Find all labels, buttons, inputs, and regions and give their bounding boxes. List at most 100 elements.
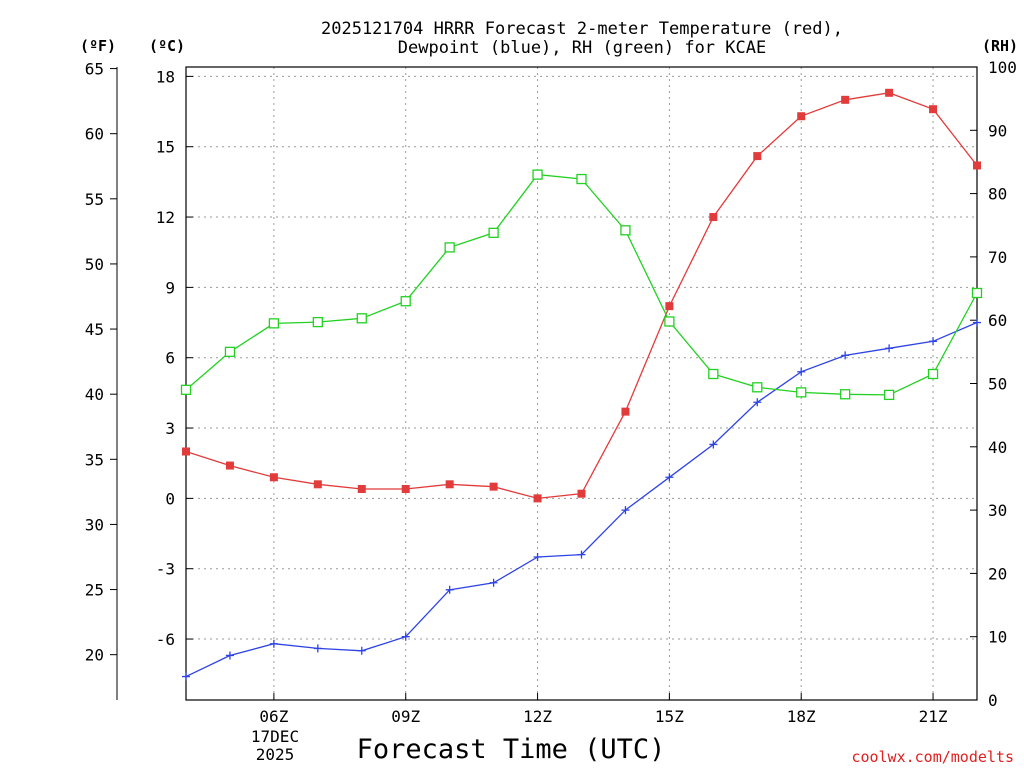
- rh-point: [576, 173, 587, 185]
- 2-meter-temperature-point: [841, 95, 850, 104]
- rh-tick-label: 30: [988, 501, 1007, 520]
- rh-point: [180, 384, 192, 395]
- rh-point: [356, 313, 367, 324]
- x-tick-label: 12Z: [523, 707, 552, 726]
- rh-tick-label: 40: [988, 438, 1007, 457]
- 2-meter-temperature-point: [269, 473, 278, 482]
- data-series: [180, 88, 983, 681]
- 2-meter-temperature-point: [225, 461, 234, 470]
- 2-meter-temperature-point: [885, 88, 894, 97]
- 2-meter-temperature-point: [401, 485, 410, 493]
- celsius-unit-label: (ºC): [149, 37, 185, 55]
- dewpoint-point: [357, 646, 366, 655]
- 2-meter-temperature-point: [709, 213, 718, 222]
- date-label-day: 17DEC: [251, 727, 299, 746]
- rh-point: [224, 346, 236, 358]
- 2-meter-temperature-point: [313, 480, 322, 489]
- celsius-tick-label: 9: [165, 278, 175, 297]
- 2-meter-temperature-point: [797, 112, 806, 121]
- celsius-tick-label: -3: [156, 560, 175, 579]
- 2-meter-temperature-point: [929, 105, 938, 114]
- dewpoint-point: [313, 644, 322, 653]
- 2-meter-temperature-line: [185, 92, 978, 500]
- dewpoint-point: [841, 351, 850, 360]
- x-tick-label: 09Z: [391, 707, 420, 726]
- grid-lines: [186, 67, 977, 700]
- rh-point: [620, 225, 631, 236]
- dewpoint-point: [577, 550, 586, 559]
- fahrenheit-unit-label: (ºF): [80, 37, 116, 55]
- 2-meter-temperature-point: [357, 485, 366, 493]
- rh-point: [752, 382, 763, 393]
- x-tick-label: 21Z: [919, 707, 948, 726]
- rh-point: [883, 389, 895, 401]
- rh-point: [268, 318, 280, 329]
- date-label-year: 2025: [256, 745, 295, 764]
- 2-meter-temperature-point: [489, 482, 498, 491]
- rh-tick-label: 20: [988, 564, 1007, 583]
- celsius-tick-label: -6: [156, 630, 175, 649]
- dewpoint-point: [182, 672, 190, 681]
- celsius-tick-label: 12: [156, 208, 175, 227]
- fahrenheit-tick-label: 60: [85, 125, 104, 144]
- axis-ticks: -6 -3 0 3 6 9 12 15 18 06Z 09Z 12Z 15Z 18Z 21Z 20 25 30 35…: [85, 58, 1017, 726]
- fahrenheit-tick-label: 65: [85, 60, 104, 79]
- rh-unit-label: (RH): [982, 37, 1018, 55]
- 2-meter-temperature-point: [445, 480, 454, 489]
- dewpoint-point: [269, 639, 278, 648]
- rh-tick-label: 90: [988, 121, 1007, 140]
- rh-tick-label: 10: [988, 628, 1007, 647]
- rh-tick-label: 100: [988, 58, 1017, 77]
- fahrenheit-tick-label: 20: [85, 646, 104, 665]
- plot-frame: [185, 66, 978, 701]
- dewpoint-point: [665, 473, 674, 482]
- rh-point: [971, 287, 983, 299]
- rh-line: [185, 173, 978, 396]
- dewpoint-point: [489, 578, 498, 587]
- fahrenheit-tick-label: 35: [85, 450, 104, 469]
- 2-meter-temperature-point: [621, 407, 630, 416]
- rh-point: [532, 169, 543, 180]
- rh-point: [840, 389, 851, 400]
- dewpoint-point: [709, 440, 718, 449]
- 2-meter-temperature-point: [533, 494, 542, 503]
- rh-tick-label: 80: [988, 185, 1007, 204]
- rh-point: [488, 227, 499, 238]
- rh-point: [708, 368, 719, 380]
- x-tick-label: 18Z: [787, 707, 816, 726]
- celsius-tick-label: 3: [165, 419, 175, 438]
- dewpoint-point: [753, 398, 762, 407]
- dewpoint-point: [929, 337, 938, 346]
- x-tick-label: 15Z: [655, 707, 684, 726]
- fahrenheit-tick-label: 25: [85, 581, 104, 600]
- fahrenheit-tick-label: 40: [85, 385, 104, 404]
- rh-tick-label: 60: [988, 311, 1007, 330]
- 2-meter-temperature-point: [973, 161, 981, 170]
- celsius-tick-label: 15: [156, 138, 175, 157]
- 2-meter-temperature-point: [577, 489, 586, 498]
- fahrenheit-tick-label: 50: [85, 255, 104, 274]
- 2-meter-temperature-point: [753, 152, 762, 161]
- dewpoint-point: [401, 632, 410, 641]
- dewpoint-line: [185, 321, 978, 678]
- credit-link[interactable]: coolwx.com/modelts: [851, 748, 1014, 766]
- dewpoint-point: [885, 344, 894, 353]
- dewpoint-point: [797, 367, 806, 376]
- rh-point: [400, 296, 411, 307]
- rh-point: [312, 316, 323, 328]
- rh-tick-label: 70: [988, 248, 1007, 267]
- rh-point: [796, 387, 807, 398]
- celsius-tick-label: 18: [156, 67, 175, 86]
- dewpoint-point: [445, 585, 454, 594]
- fahrenheit-tick-label: 30: [85, 515, 104, 534]
- chart-title-line1: 2025121704 HRRR Forecast 2-meter Tempera…: [321, 19, 843, 39]
- celsius-tick-label: 6: [165, 349, 175, 368]
- fahrenheit-tick-label: 45: [85, 320, 104, 339]
- x-tick-label: 06Z: [259, 707, 288, 726]
- rh-tick-label: 50: [988, 375, 1007, 394]
- dewpoint-point: [533, 552, 542, 561]
- 2-meter-temperature-point: [182, 447, 190, 456]
- dewpoint-point: [225, 651, 234, 660]
- rh-point: [664, 316, 675, 327]
